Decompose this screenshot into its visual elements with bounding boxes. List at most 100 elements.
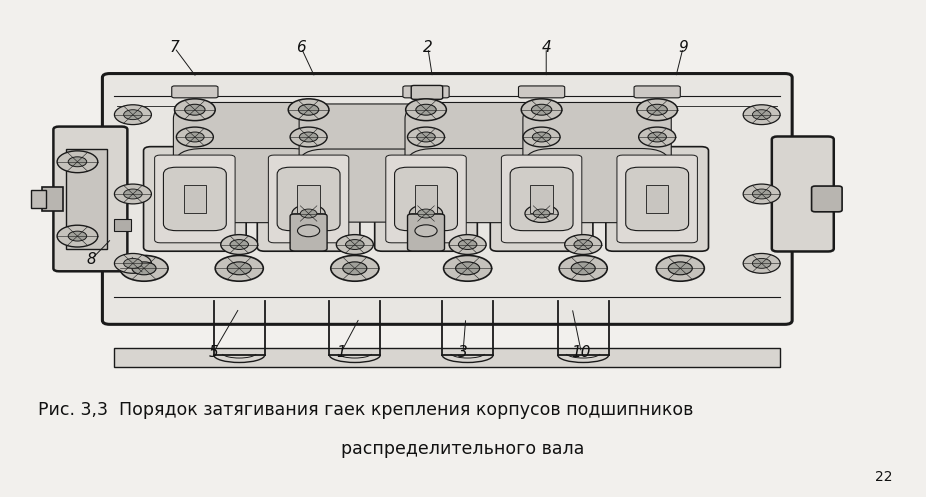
Text: 5: 5 <box>208 345 219 360</box>
FancyBboxPatch shape <box>103 74 792 325</box>
FancyBboxPatch shape <box>525 149 669 223</box>
Circle shape <box>298 104 319 115</box>
FancyBboxPatch shape <box>405 102 558 181</box>
Circle shape <box>185 132 204 142</box>
FancyBboxPatch shape <box>626 167 689 231</box>
FancyBboxPatch shape <box>407 149 557 223</box>
Circle shape <box>124 189 143 199</box>
Circle shape <box>647 104 668 115</box>
Circle shape <box>124 258 143 268</box>
Circle shape <box>297 225 319 237</box>
Circle shape <box>744 253 780 273</box>
Circle shape <box>57 225 98 247</box>
Circle shape <box>331 255 379 281</box>
FancyBboxPatch shape <box>606 147 708 251</box>
Circle shape <box>415 225 437 237</box>
FancyBboxPatch shape <box>277 167 340 231</box>
FancyBboxPatch shape <box>290 214 327 251</box>
FancyBboxPatch shape <box>175 149 320 223</box>
Bar <box>31 190 46 208</box>
FancyBboxPatch shape <box>634 86 681 98</box>
Circle shape <box>418 209 434 218</box>
Circle shape <box>449 235 486 254</box>
Circle shape <box>124 110 143 120</box>
Circle shape <box>639 127 676 147</box>
FancyBboxPatch shape <box>155 155 235 243</box>
Circle shape <box>220 235 257 254</box>
Circle shape <box>345 240 364 249</box>
Circle shape <box>409 205 443 223</box>
Text: 22: 22 <box>875 470 893 484</box>
Circle shape <box>120 255 168 281</box>
Bar <box>183 185 206 213</box>
Circle shape <box>290 127 327 147</box>
Circle shape <box>343 262 367 275</box>
Bar <box>415 185 437 213</box>
Circle shape <box>533 209 550 218</box>
Circle shape <box>215 255 263 281</box>
Circle shape <box>525 205 558 223</box>
Circle shape <box>753 258 771 268</box>
Circle shape <box>407 127 444 147</box>
FancyBboxPatch shape <box>299 104 432 180</box>
Circle shape <box>227 262 251 275</box>
FancyBboxPatch shape <box>519 86 565 98</box>
Circle shape <box>115 184 152 204</box>
Circle shape <box>753 189 771 199</box>
Circle shape <box>416 104 436 115</box>
Text: 10: 10 <box>571 345 591 360</box>
Bar <box>297 185 319 213</box>
Circle shape <box>69 231 87 241</box>
Circle shape <box>648 132 667 142</box>
Circle shape <box>669 262 693 275</box>
FancyBboxPatch shape <box>163 167 226 231</box>
Circle shape <box>300 209 317 218</box>
Circle shape <box>406 99 446 121</box>
FancyBboxPatch shape <box>173 102 321 181</box>
Circle shape <box>336 235 373 254</box>
Text: 6: 6 <box>296 40 307 55</box>
Text: 9: 9 <box>678 40 688 55</box>
FancyBboxPatch shape <box>257 147 360 251</box>
Circle shape <box>444 255 492 281</box>
Bar <box>67 150 107 248</box>
Circle shape <box>753 110 771 120</box>
Circle shape <box>417 132 435 142</box>
FancyBboxPatch shape <box>501 155 582 243</box>
Text: распределительного вала: распределительного вала <box>342 440 584 458</box>
Circle shape <box>184 104 205 115</box>
Bar <box>531 185 553 213</box>
Circle shape <box>132 262 156 275</box>
Circle shape <box>637 99 678 121</box>
Circle shape <box>744 184 780 204</box>
Text: 7: 7 <box>169 40 180 55</box>
Circle shape <box>69 157 87 166</box>
Circle shape <box>230 240 248 249</box>
FancyBboxPatch shape <box>144 147 246 251</box>
Text: 4: 4 <box>542 40 551 55</box>
FancyBboxPatch shape <box>523 102 671 181</box>
FancyBboxPatch shape <box>490 147 593 251</box>
Text: Рис. 3,3  Порядок затягивания гаек крепления корпусов подшипников: Рис. 3,3 Порядок затягивания гаек крепле… <box>38 401 693 418</box>
Circle shape <box>174 99 215 121</box>
Circle shape <box>744 105 780 125</box>
Text: 3: 3 <box>458 345 468 360</box>
FancyBboxPatch shape <box>771 137 833 251</box>
Circle shape <box>292 205 325 223</box>
FancyBboxPatch shape <box>54 127 128 271</box>
Bar <box>115 219 131 231</box>
Circle shape <box>115 105 152 125</box>
Text: 1: 1 <box>336 345 345 360</box>
Circle shape <box>574 240 593 249</box>
Circle shape <box>115 253 152 273</box>
FancyBboxPatch shape <box>171 86 218 98</box>
FancyBboxPatch shape <box>269 155 349 243</box>
Circle shape <box>559 255 607 281</box>
Circle shape <box>523 127 560 147</box>
Circle shape <box>521 99 562 121</box>
FancyBboxPatch shape <box>510 167 573 231</box>
Circle shape <box>532 104 552 115</box>
Circle shape <box>458 240 477 249</box>
Circle shape <box>299 132 318 142</box>
Bar <box>646 185 669 213</box>
